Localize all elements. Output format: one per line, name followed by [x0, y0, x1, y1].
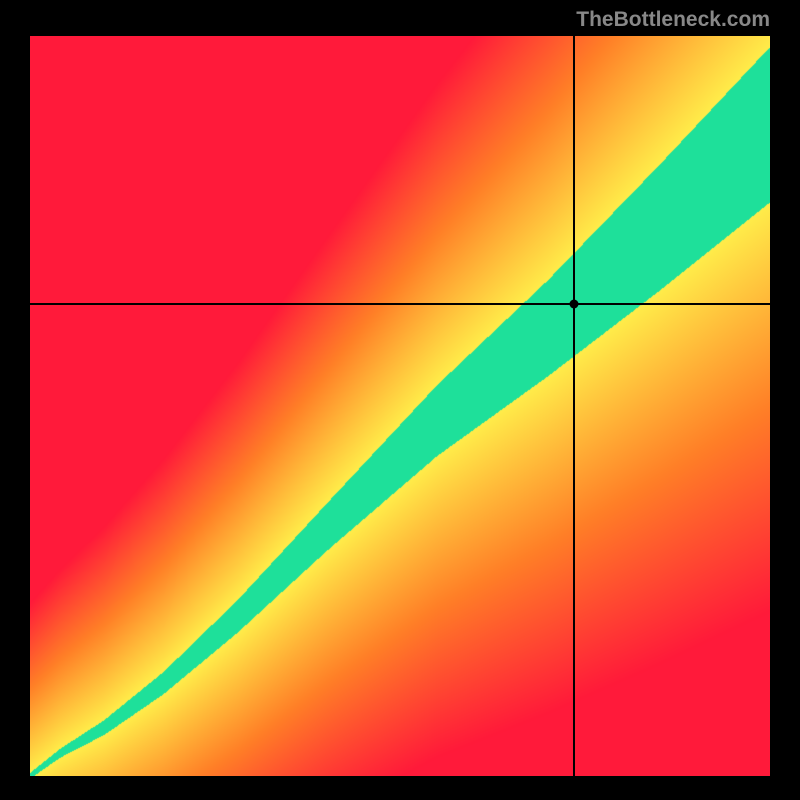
container: TheBottleneck.com [0, 0, 800, 800]
heatmap-canvas [30, 36, 770, 776]
crosshair-marker [569, 299, 578, 308]
heatmap-chart [30, 36, 770, 776]
crosshair-vertical [573, 36, 574, 776]
crosshair-horizontal [30, 303, 770, 304]
watermark-text: TheBottleneck.com [576, 8, 770, 32]
